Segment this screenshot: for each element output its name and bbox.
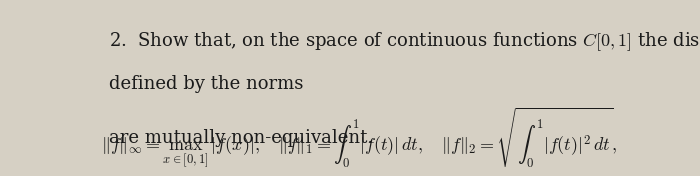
Text: are mutually non-equivalent.: are mutually non-equivalent. [109, 129, 374, 147]
Text: 2.  Show that, on the space of continuous functions $C[0, 1]$ the distances: 2. Show that, on the space of continuous… [109, 31, 700, 53]
Text: defined by the norms: defined by the norms [109, 75, 304, 93]
Text: $\|f\|_\infty = \underset{x\in[0,1]}{\max}\, |f(x)|, \quad \|f\|_1 = \int_0^1 |f: $\|f\|_\infty = \underset{x\in[0,1]}{\ma… [101, 105, 617, 170]
